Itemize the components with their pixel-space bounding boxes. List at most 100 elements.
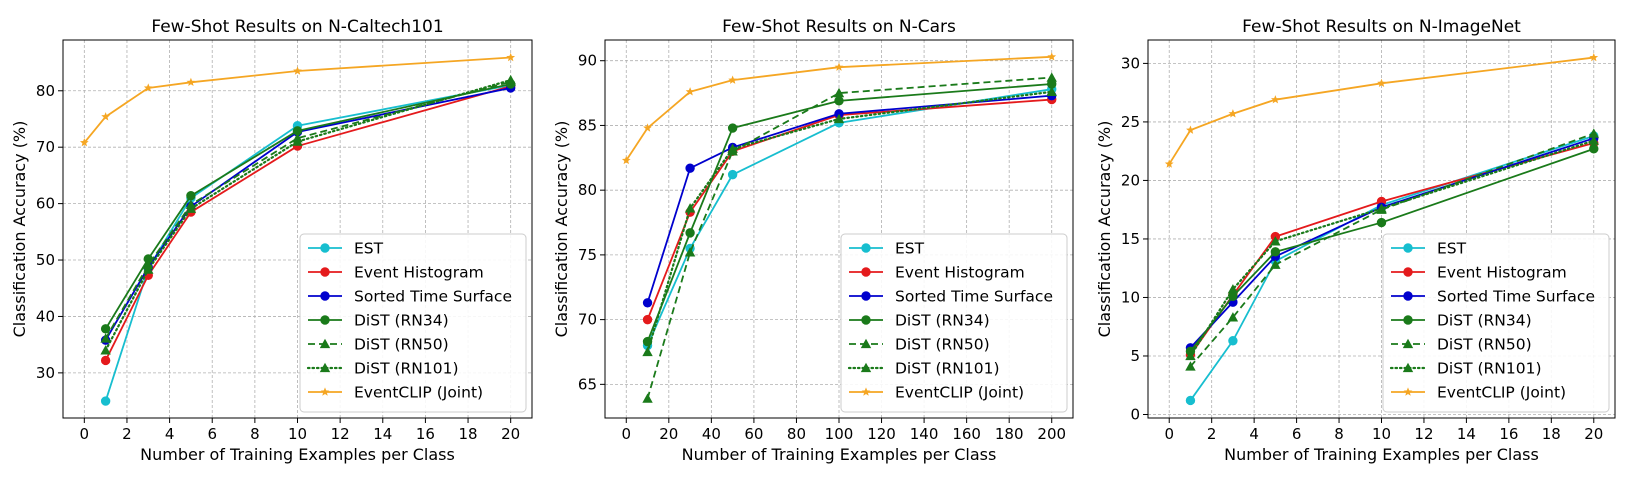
x-tick-label: 14	[373, 425, 392, 443]
chart-panel-3: 0 2 4 6 8 10 12 14 16 18 20 0 5 10 15 20 25 30 Few-Shot Re…	[1095, 17, 1616, 464]
y-tick-label: 50	[36, 251, 55, 269]
data-point	[621, 155, 631, 165]
data-point	[293, 66, 302, 75]
y-axis-label: Classification Accuracy (%)	[1095, 121, 1114, 338]
x-tick-label: 120	[867, 425, 896, 443]
chart-title: Few-Shot Results on N-ImageNet	[1242, 17, 1521, 37]
legend-label: Sorted Time Surface	[354, 288, 512, 306]
data-point	[642, 314, 653, 325]
data-point	[642, 346, 653, 357]
y-tick-label: 20	[1121, 171, 1140, 189]
x-tick-label: 16	[416, 425, 435, 443]
data-point	[100, 333, 111, 343]
data-point	[834, 96, 844, 106]
legend-marker	[320, 267, 330, 277]
legend-marker	[1402, 338, 1414, 349]
legend-label: EventCLIP (Joint)	[895, 384, 1024, 402]
chart-title: Few-Shot Results on N-Caltech101	[151, 17, 443, 37]
legend-label: DiST (RN50)	[895, 336, 990, 354]
x-tick-label: 6	[1292, 425, 1302, 443]
x-tick-label: 40	[702, 425, 721, 443]
y-tick-label: 85	[578, 116, 597, 134]
x-tick-label: 80	[787, 425, 806, 443]
legend-label: Event Histogram	[354, 264, 484, 282]
data-point	[1228, 336, 1238, 346]
chart-title: Few-Shot Results on N-Cars	[722, 17, 956, 37]
data-point	[505, 74, 516, 85]
legend-marker	[320, 387, 330, 396]
legend-box	[299, 233, 527, 413]
x-tick-label: 60	[744, 425, 763, 443]
data-point	[833, 87, 845, 98]
data-point	[642, 298, 653, 308]
y-tick-label: 80	[578, 181, 597, 199]
data-point	[186, 77, 196, 87]
legend-label: EST	[1437, 240, 1467, 258]
legend-marker	[861, 315, 871, 325]
series-line-eventclip-joint	[83, 56, 511, 144]
data-point	[1227, 312, 1239, 322]
x-tick-label: 0	[80, 425, 90, 443]
legend-marker	[1403, 291, 1413, 301]
legend-marker	[860, 338, 872, 349]
y-axis-label: Classification Accuracy (%)	[10, 121, 29, 338]
legend-marker	[861, 291, 871, 301]
data-point	[1270, 259, 1281, 269]
legend-label: DiST (RN101)	[354, 360, 459, 378]
y-tick-label: 80	[36, 82, 55, 100]
data-point	[685, 228, 695, 238]
x-tick-label: 0	[621, 425, 631, 443]
legend: EST Event Histogram Sorted Time Surface DiS…	[1382, 233, 1610, 413]
series-dist-rn101	[642, 86, 1057, 357]
legend-marker	[1402, 362, 1414, 373]
legend-label: Sorted Time Surface	[1437, 288, 1595, 306]
data-point	[727, 169, 738, 180]
x-tick-label: 100	[825, 425, 854, 443]
series-dist-rn101	[1185, 135, 1599, 361]
x-tick-label: 20	[1584, 425, 1603, 443]
x-tick-label: 8	[250, 425, 260, 443]
x-tick-label: 18	[1542, 425, 1561, 443]
series-line-eventclip-joint	[625, 55, 1052, 161]
data-point	[1227, 284, 1239, 294]
legend-marker	[319, 362, 331, 373]
y-tick-label: 65	[578, 375, 597, 393]
x-tick-label: 8	[1334, 425, 1344, 443]
legend-marker	[1403, 387, 1413, 396]
data-point	[1186, 125, 1195, 134]
x-tick-label: 0	[1164, 425, 1174, 443]
y-tick-label: 70	[36, 138, 55, 156]
legend-label: EventCLIP (Joint)	[354, 384, 483, 402]
data-point	[1588, 135, 1599, 145]
legend-label: DiST (RN50)	[1437, 336, 1532, 354]
data-point	[1185, 361, 1196, 371]
data-point	[642, 393, 653, 403]
y-tick-label: 0	[1130, 405, 1140, 423]
data-point	[727, 123, 738, 133]
x-tick-label: 20	[501, 425, 520, 443]
x-tick-label: 12	[1414, 425, 1433, 443]
legend-marker	[1403, 267, 1413, 277]
x-tick-label: 2	[122, 425, 132, 443]
y-tick-label: 70	[578, 311, 597, 329]
data-point	[1164, 159, 1174, 168]
data-point	[292, 136, 303, 146]
legend-label: DiST (RN101)	[1437, 360, 1542, 378]
y-tick-label: 30	[36, 364, 55, 382]
data-point	[684, 203, 696, 213]
y-tick-label: 40	[36, 307, 55, 325]
x-tick-label: 10	[288, 425, 307, 443]
data-point	[79, 138, 89, 147]
x-tick-label: 140	[910, 425, 939, 443]
data-point	[727, 143, 738, 153]
legend-label: Sorted Time Surface	[895, 288, 1053, 306]
series-line-dist-rn50	[646, 76, 1052, 399]
y-tick-label: 10	[1121, 288, 1140, 306]
data-point	[834, 62, 844, 71]
x-tick-label: 20	[659, 425, 678, 443]
legend-label: DiST (RN34)	[895, 312, 990, 330]
legend-label: EST	[895, 240, 925, 258]
data-point	[1046, 86, 1057, 96]
data-point	[506, 52, 516, 62]
data-point	[1270, 247, 1281, 257]
